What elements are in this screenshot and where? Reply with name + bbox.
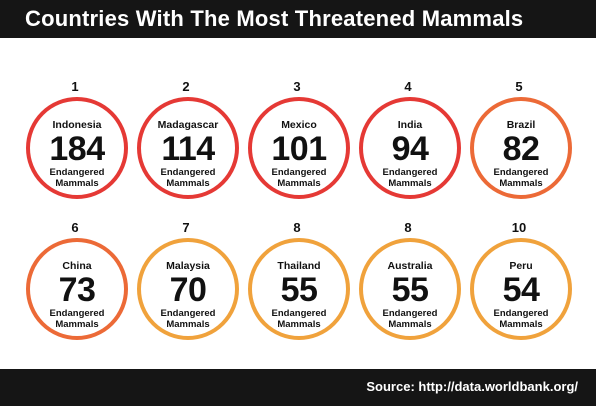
unit-label: Endangered Mammals <box>30 308 124 330</box>
value-ring: Thailand 55 Endangered Mammals <box>248 238 350 340</box>
ranking-item: 2 Madagascar 114 Endangered Mammals <box>135 79 245 209</box>
unit-label-line: Endangered <box>271 308 327 319</box>
unit-label: Endangered Mammals <box>363 167 457 189</box>
value-ring: Australia 55 Endangered Mammals <box>359 238 461 340</box>
rank-number: 4 <box>404 79 412 94</box>
unit-label: Endangered Mammals <box>141 167 235 189</box>
ranking-item: 8 Thailand 55 Endangered Mammals <box>246 220 356 350</box>
country-label: Indonesia <box>52 119 102 131</box>
unit-label-line: Mammals <box>277 319 321 330</box>
page-title: Countries With The Most Threatened Mamma… <box>25 6 524 31</box>
rank-number: 3 <box>293 79 301 94</box>
value-ring: Malaysia 70 Endangered Mammals <box>137 238 239 340</box>
unit-label-line: Mammals <box>499 319 543 330</box>
value-label: 54 <box>502 271 540 309</box>
unit-label-line: Mammals <box>55 319 99 330</box>
unit-label-line: Endangered <box>271 167 327 178</box>
unit-label-line: Endangered <box>160 308 216 319</box>
unit-label-line: Mammals <box>166 178 210 189</box>
rank-number: 1 <box>71 79 79 94</box>
unit-label-line: Mammals <box>55 178 99 189</box>
value-label: 101 <box>271 130 327 168</box>
unit-label-line: Mammals <box>166 319 210 330</box>
value-ring: Indonesia 184 Endangered Mammals <box>26 97 128 199</box>
ranking-item: 8 Australia 55 Endangered Mammals <box>357 220 467 350</box>
unit-label-line: Mammals <box>388 178 432 189</box>
unit-label: Endangered Mammals <box>474 167 568 189</box>
rank-number: 7 <box>182 220 190 235</box>
value-label: 114 <box>161 130 215 168</box>
unit-label-line: Endangered <box>493 167 549 178</box>
value-label: 70 <box>169 271 207 309</box>
country-label: Mexico <box>281 119 317 131</box>
value-ring: Madagascar 114 Endangered Mammals <box>137 97 239 199</box>
value-label: 94 <box>391 130 429 168</box>
country-label: Thailand <box>277 260 321 272</box>
rank-number: 5 <box>515 79 523 94</box>
unit-label: Endangered Mammals <box>252 308 346 330</box>
country-label: Madagascar <box>157 119 219 131</box>
unit-label-line: Endangered <box>49 308 105 319</box>
ranking-item: 1 Indonesia 184 Endangered Mammals <box>24 79 134 209</box>
ranking-item: 6 China 73 Endangered Mammals <box>24 220 134 350</box>
ranking-item: 4 India 94 Endangered Mammals <box>357 79 467 209</box>
footer-bar: Source: http://data.worldbank.org/ <box>0 369 596 406</box>
country-label: Brazil <box>506 119 536 131</box>
value-label: 55 <box>280 271 318 309</box>
unit-label-line: Endangered <box>493 308 549 319</box>
unit-label: Endangered Mammals <box>363 308 457 330</box>
country-label: Australia <box>387 260 433 272</box>
ranking-item: 10 Peru 54 Endangered Mammals <box>468 220 578 350</box>
rank-number: 2 <box>182 79 190 94</box>
source-note: Source: http://data.worldbank.org/ <box>366 379 578 394</box>
value-label: 73 <box>58 271 96 309</box>
value-ring: Mexico 101 Endangered Mammals <box>248 97 350 199</box>
unit-label-line: Endangered <box>160 167 216 178</box>
ranking-item: 3 Mexico 101 Endangered Mammals <box>246 79 356 209</box>
unit-label-line: Mammals <box>388 319 432 330</box>
country-label: India <box>397 119 423 131</box>
country-label: Malaysia <box>166 260 210 272</box>
value-label: 82 <box>502 130 540 168</box>
value-ring: China 73 Endangered Mammals <box>26 238 128 340</box>
rank-number: 8 <box>404 220 412 235</box>
unit-label: Endangered Mammals <box>252 167 346 189</box>
unit-label: Endangered Mammals <box>141 308 235 330</box>
ranking-item: 5 Brazil 82 Endangered Mammals <box>468 79 578 209</box>
unit-label-line: Mammals <box>499 178 543 189</box>
rank-number: 10 <box>511 220 527 235</box>
unit-label: Endangered Mammals <box>30 167 124 189</box>
country-label: Peru <box>509 260 533 272</box>
rank-number: 8 <box>293 220 301 235</box>
value-ring: Brazil 82 Endangered Mammals <box>470 97 572 199</box>
unit-label: Endangered Mammals <box>474 308 568 330</box>
country-label: China <box>62 260 92 272</box>
unit-label-line: Mammals <box>277 178 321 189</box>
unit-label-line: Endangered <box>382 167 438 178</box>
value-label: 55 <box>391 271 429 309</box>
value-ring: Peru 54 Endangered Mammals <box>470 238 572 340</box>
unit-label-line: Endangered <box>382 308 438 319</box>
rank-number: 6 <box>71 220 79 235</box>
value-ring: India 94 Endangered Mammals <box>359 97 461 199</box>
ranking-item: 7 Malaysia 70 Endangered Mammals <box>135 220 245 350</box>
unit-label-line: Endangered <box>49 167 105 178</box>
value-label: 184 <box>49 130 105 168</box>
title-bar: Countries With The Most Threatened Mamma… <box>0 0 596 38</box>
